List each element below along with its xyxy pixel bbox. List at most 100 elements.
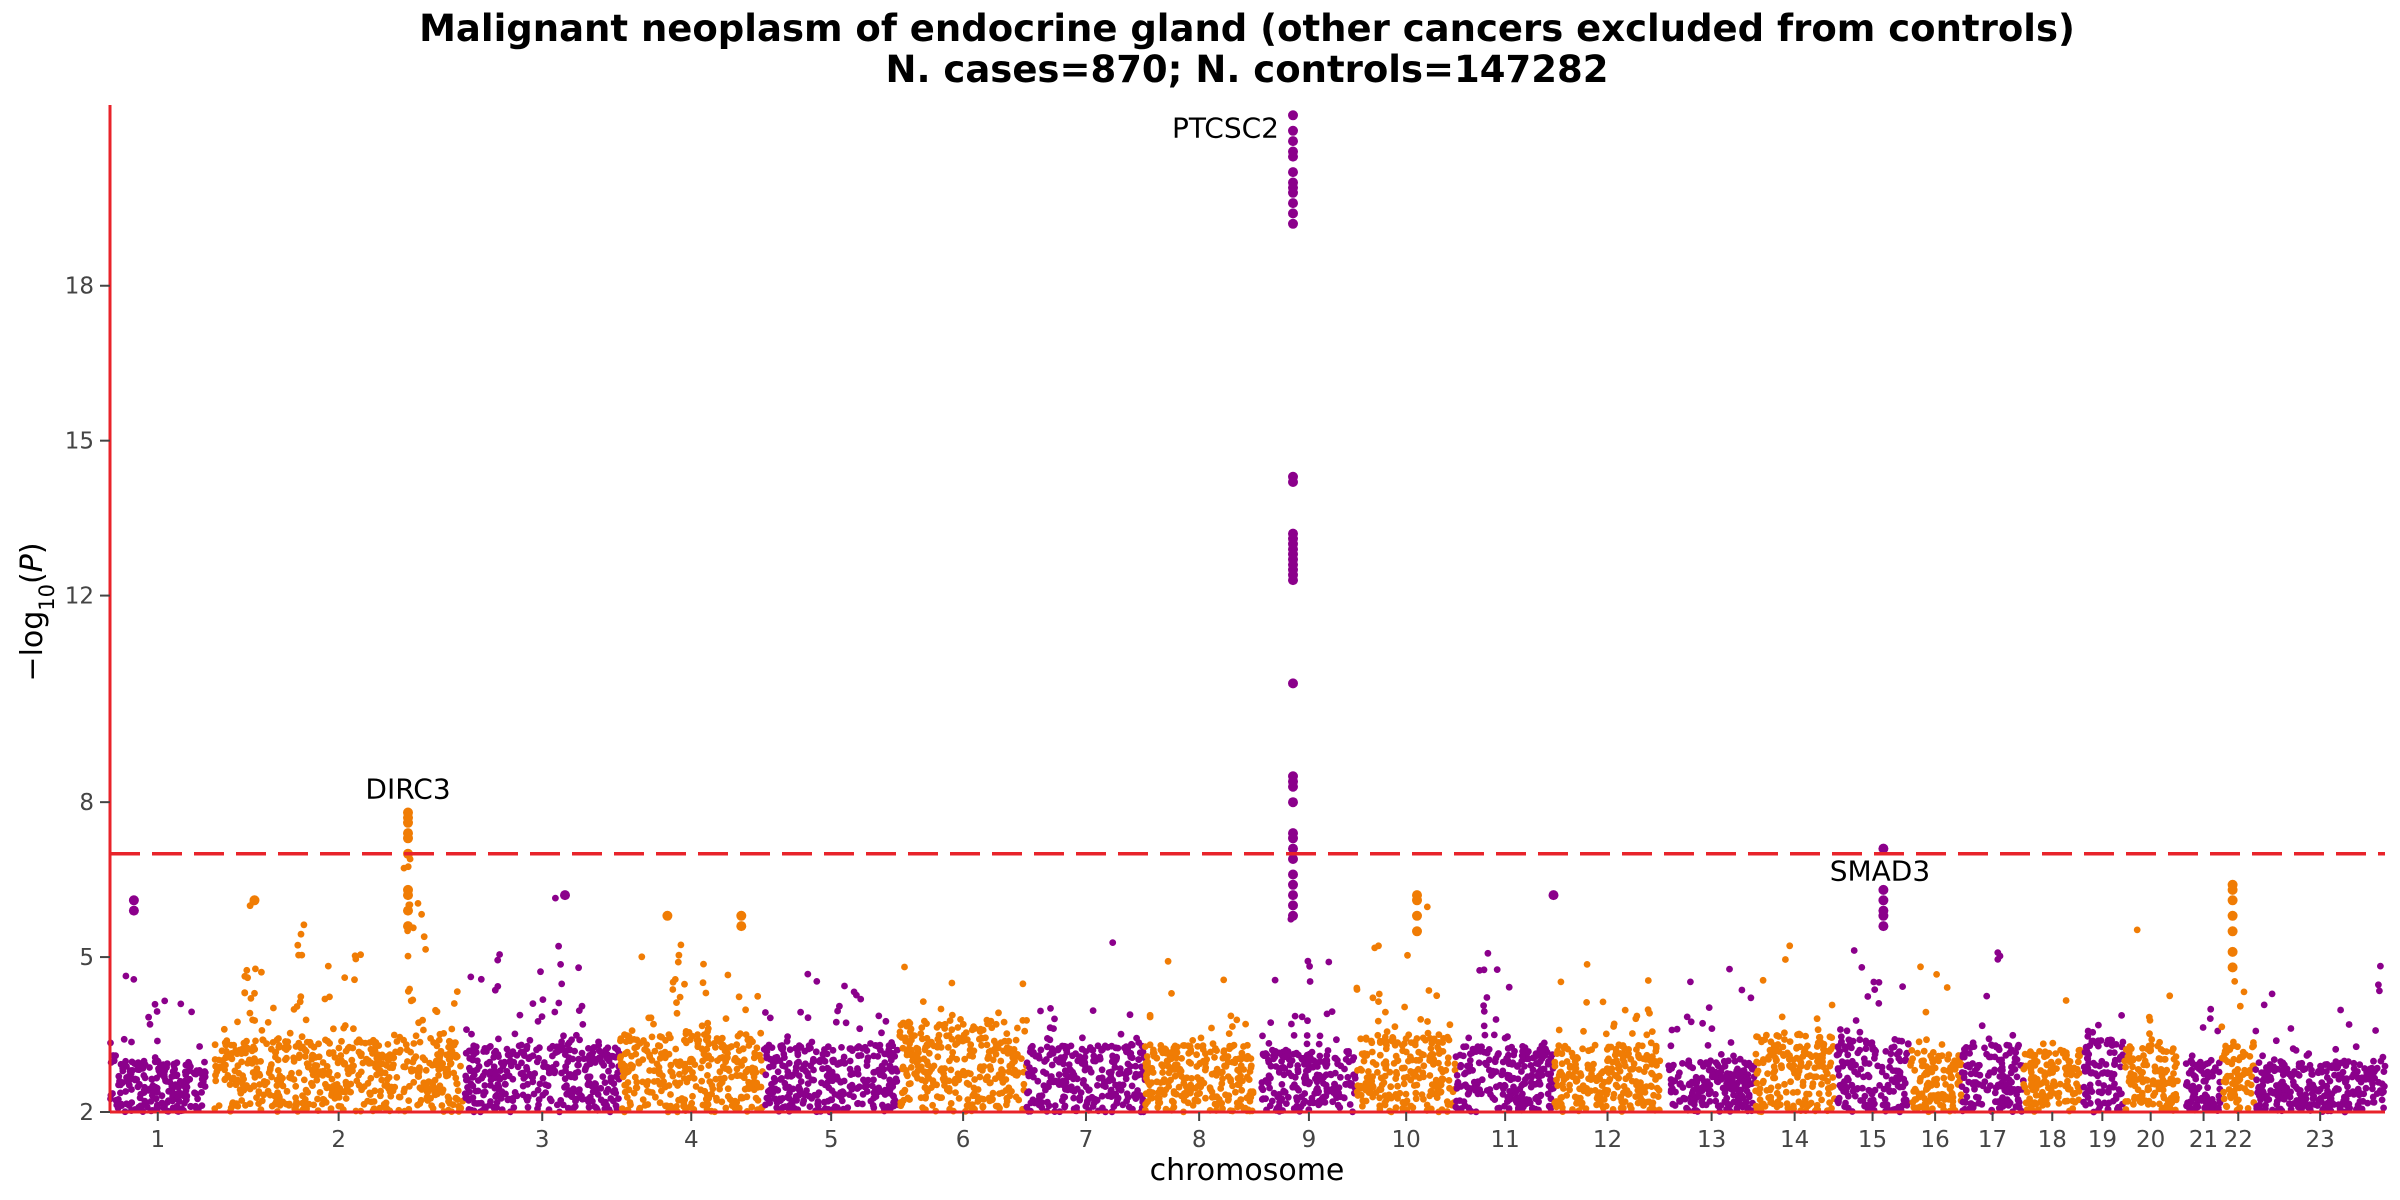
snp-point: [693, 1036, 701, 1044]
snp-point: [1275, 1091, 1283, 1098]
snp-point: [1734, 1070, 1742, 1078]
snp-point: [2145, 1086, 2153, 1093]
snp-point: [812, 1048, 820, 1056]
snp-point: [673, 1009, 681, 1017]
snp-point: [2146, 1030, 2153, 1038]
snp-point: [771, 1078, 779, 1085]
snp-point: [194, 1095, 202, 1103]
snp-point: [1784, 1104, 1792, 1112]
snp-point: [168, 1083, 176, 1091]
snp-point: [646, 1067, 653, 1074]
snp-point: [808, 1038, 816, 1046]
snp-point: [1911, 1096, 1919, 1103]
snp-point: [1164, 957, 1172, 965]
snp-point: [1424, 1018, 1431, 1025]
snp-point: [2023, 1088, 2031, 1096]
snp-point: [836, 1060, 844, 1067]
snp-point: [1025, 1088, 1033, 1095]
snp-point: [829, 1077, 836, 1085]
snp-point: [454, 1096, 461, 1103]
snp-point: [961, 1055, 969, 1063]
snp-point: [1572, 1065, 1580, 1072]
snp-point: [952, 1075, 959, 1083]
snp-point: [1483, 1061, 1490, 1069]
snp-point: [809, 1058, 817, 1065]
snp-point: [306, 1038, 314, 1046]
snp-point: [628, 1027, 636, 1034]
snp-point: [1027, 1099, 1035, 1107]
snp-point: [1426, 1092, 1434, 1100]
snp-point: [1063, 1045, 1071, 1053]
snp-point: [665, 1031, 673, 1038]
chromosome-16-points: [1907, 963, 1965, 1116]
snp-point: [1435, 1031, 1443, 1038]
snp-point: [201, 1058, 208, 1066]
snp-point: [1104, 1043, 1112, 1051]
snp-point: [676, 1070, 683, 1078]
snp-point: [871, 1068, 878, 1076]
snp-point: [1258, 1079, 1266, 1086]
snp-point: [256, 1072, 264, 1079]
snp-point: [735, 993, 743, 1001]
snp-point: [370, 1105, 378, 1113]
snp-point: [187, 1063, 194, 1071]
snp-point: [1600, 1078, 1608, 1086]
snp-point: [438, 1102, 446, 1109]
snp-point: [1311, 1062, 1319, 1070]
snp-point: [740, 1074, 748, 1082]
snp-point: [1098, 1066, 1106, 1074]
snp-point: [1566, 1064, 1574, 1071]
snp-point: [1644, 1006, 1652, 1014]
snp-point: [2124, 1053, 2132, 1061]
snp-point: [1439, 1068, 1447, 1076]
snp-point: [416, 1038, 424, 1046]
snp-point: [763, 1054, 771, 1062]
snp-point: [1293, 1102, 1301, 1110]
snp-point: [1458, 1105, 1465, 1112]
snp-point: [351, 952, 359, 960]
snp-point: [1871, 1100, 1878, 1108]
snp-point: [1290, 1050, 1298, 1058]
snp-point: [1128, 1082, 1136, 1090]
snp-point: [840, 1090, 847, 1098]
snp-point: [2145, 1013, 2153, 1021]
snp-point: [592, 1080, 599, 1088]
snp-point: [1652, 1042, 1660, 1050]
snp-point: [1728, 1076, 1736, 1084]
snp-point: [1045, 1102, 1053, 1110]
snp-point: [1126, 1011, 1134, 1019]
snp-point: [1817, 1038, 1824, 1046]
snp-point: [1060, 1093, 1067, 1101]
snp-point: [418, 910, 425, 918]
snp-point: [229, 1099, 237, 1107]
snp-point: [1940, 1091, 1947, 1099]
chromosome-7-points: [1023, 939, 1149, 1116]
snp-point: [1023, 1017, 1030, 1024]
snp-point: [1196, 1077, 1203, 1085]
snp-point: [980, 1063, 988, 1070]
snp-point: [1433, 992, 1441, 1000]
snp-point: [1270, 1055, 1277, 1063]
snp-point: [288, 1069, 295, 1077]
snp-point: [1520, 1096, 1528, 1104]
snp-point: [1730, 1098, 1738, 1106]
snp-point: [919, 1104, 926, 1111]
snp-point: [536, 1044, 543, 1052]
snp-point: [1920, 1047, 1928, 1055]
snp-point: [742, 1006, 749, 1014]
snp-point: [447, 1059, 455, 1067]
snp-point: [294, 941, 302, 949]
snp-point: [623, 1094, 631, 1101]
snp-point: [2131, 1093, 2139, 1101]
snp-point: [788, 1099, 796, 1106]
snp-point: [497, 1067, 504, 1074]
snp-point: [795, 1091, 803, 1099]
snp-point: [933, 1023, 941, 1031]
snp-point: [1381, 1072, 1389, 1080]
snp-point: [1369, 994, 1377, 1002]
snp-point: [1476, 967, 1483, 974]
snp-point: [1232, 1088, 1239, 1096]
snp-point: [2156, 1038, 2164, 1046]
snp-point: [1090, 1057, 1098, 1065]
snp-point: [265, 1069, 273, 1077]
